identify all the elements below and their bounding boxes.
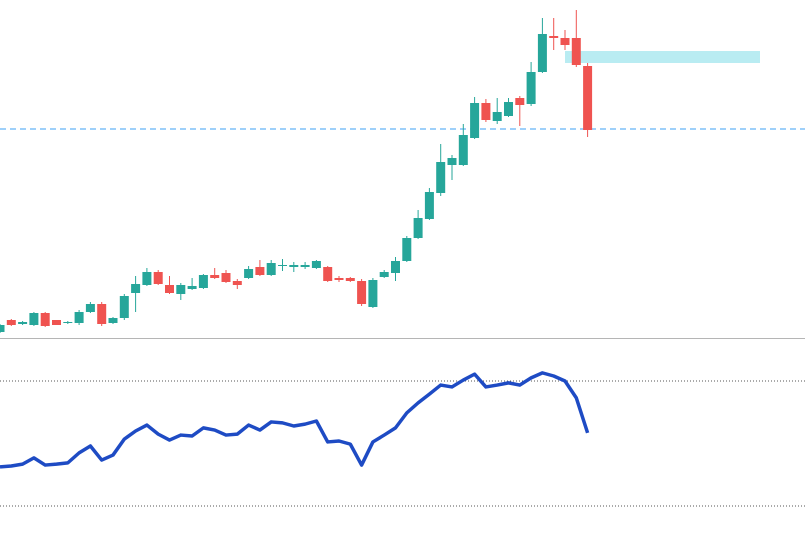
- candle-body: [255, 267, 265, 275]
- candle-body: [311, 261, 321, 268]
- candle-body: [0, 325, 5, 332]
- candle-body: [458, 135, 468, 165]
- candle-body: [379, 272, 389, 277]
- candle-body: [6, 320, 16, 325]
- zone: [565, 51, 760, 63]
- candle-body: [504, 102, 513, 116]
- candle-body: [221, 273, 231, 282]
- candle-body: [583, 66, 593, 130]
- candle-body: [357, 281, 367, 304]
- candle-body: [74, 312, 84, 323]
- candle-body: [447, 158, 457, 165]
- candle-body: [85, 304, 95, 312]
- candle-body: [413, 218, 423, 238]
- candle-body: [470, 103, 480, 138]
- candle-body: [402, 238, 412, 261]
- candle-body: [210, 275, 220, 278]
- candle-body: [176, 285, 186, 294]
- candle-body: [232, 281, 242, 285]
- candle-body: [289, 265, 299, 267]
- candle-body: [368, 280, 378, 307]
- candle-body: [119, 296, 129, 318]
- candle-body: [142, 272, 152, 285]
- candle-body: [481, 103, 491, 120]
- candle-body: [40, 313, 50, 326]
- candle-body: [266, 263, 276, 275]
- candle-body: [18, 322, 28, 324]
- candle-body: [560, 38, 570, 45]
- candle-body: [571, 38, 581, 65]
- candle-body: [334, 278, 344, 280]
- candle-body: [300, 265, 310, 267]
- candle-body: [97, 304, 107, 324]
- candle-body: [131, 284, 141, 293]
- candle-body: [323, 267, 333, 281]
- candle-body: [153, 272, 163, 284]
- candle-body: [391, 261, 400, 273]
- candle-body: [52, 320, 61, 325]
- candle-body: [345, 278, 355, 281]
- candle-body: [537, 34, 547, 72]
- candle-body: [278, 265, 287, 266]
- candle-body: [526, 72, 536, 104]
- candle-body: [187, 286, 197, 289]
- candle-body: [492, 112, 502, 121]
- candle-body: [108, 318, 118, 323]
- candle-body: [165, 285, 174, 293]
- indicator-line: [0, 371, 590, 469]
- candle-body: [198, 275, 208, 288]
- candle-body: [424, 192, 434, 219]
- candle-body: [436, 162, 446, 193]
- candle-body: [29, 313, 39, 325]
- candle-body: [549, 36, 559, 38]
- candle-body: [515, 98, 525, 105]
- candle-body: [63, 322, 73, 323]
- candle-body: [244, 269, 254, 278]
